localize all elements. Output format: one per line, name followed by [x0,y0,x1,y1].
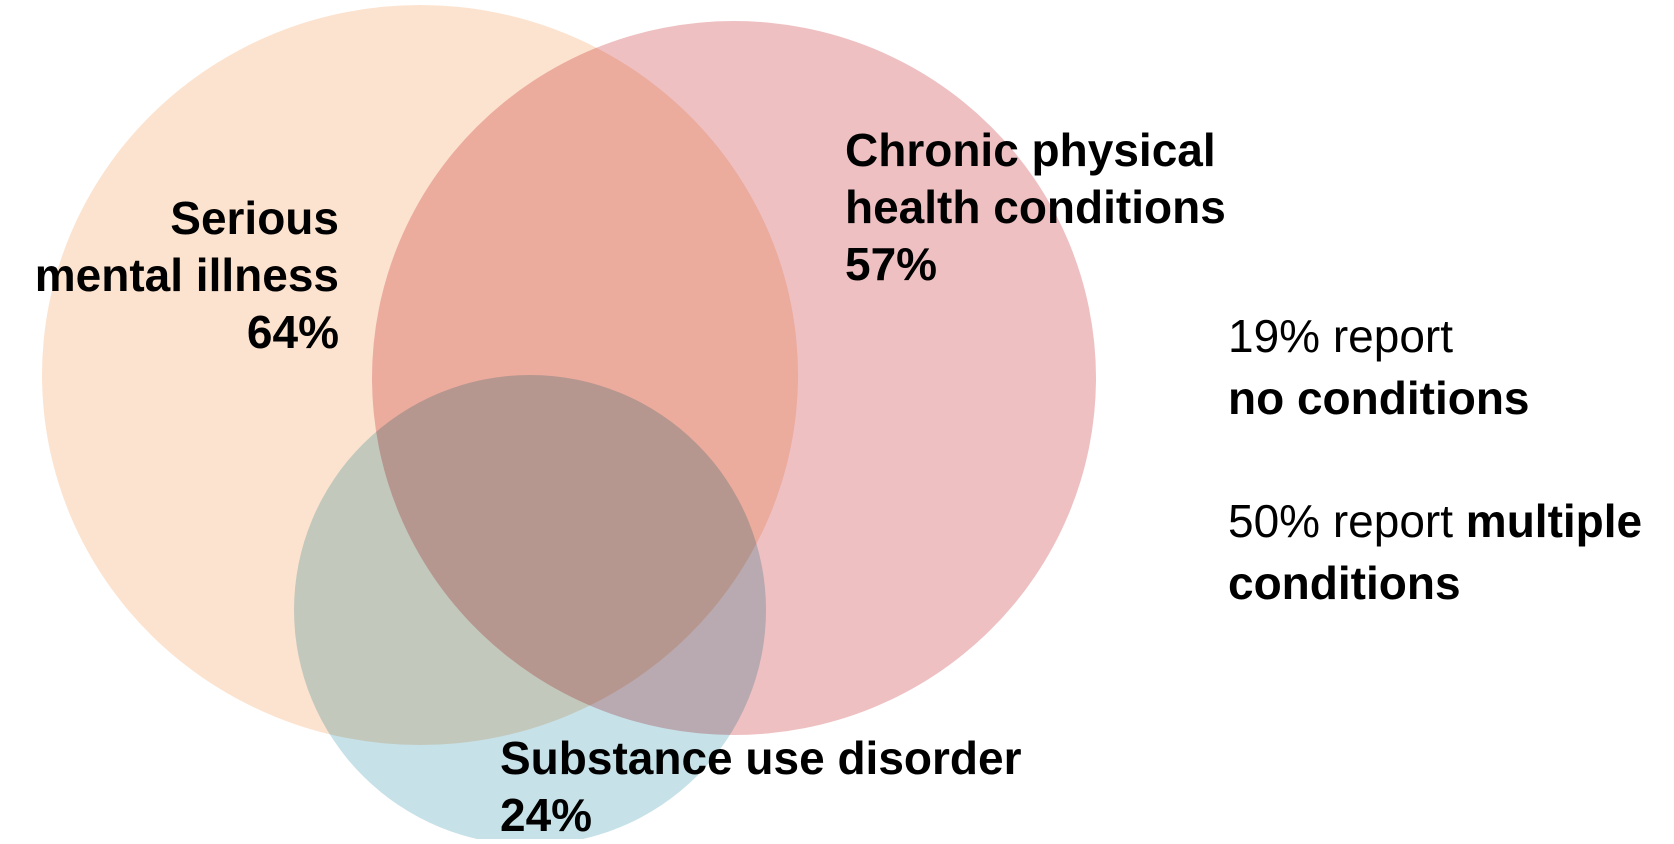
chronic-physical-health-label: Chronic physical health conditions 57% [845,122,1226,293]
chronic-physical-health-label-line2: health conditions [845,181,1226,233]
serious-mental-illness-label-line2: mental illness [34,249,339,301]
multiple-conditions-note-prefix: 50% report [1228,495,1466,547]
serious-mental-illness-label: Serious mental illness 64% [35,190,339,361]
substance-use-disorder-circle [294,375,766,839]
chronic-physical-health-label-line1: Chronic physical [845,124,1216,176]
serious-mental-illness-label-line1: Serious [170,192,339,244]
multiple-conditions-note: 50% report multiple conditions [1228,490,1642,614]
no-conditions-note-line1: 19% report [1228,310,1454,362]
chronic-physical-health-percent: 57% [845,238,938,290]
no-conditions-note: 19% report no conditions [1228,305,1530,429]
serious-mental-illness-percent: 64% [246,306,339,358]
multiple-conditions-note-emphasis: multiple [1465,495,1643,547]
substance-use-disorder-label-line1: Substance use disorder [500,732,1022,784]
substance-use-disorder-label: Substance use disorder 24% [500,730,1022,844]
no-conditions-note-line2: no conditions [1228,372,1530,424]
multiple-conditions-note-line1: 50% report multiple [1228,490,1642,552]
multiple-conditions-note-line2: conditions [1228,557,1461,609]
substance-use-disorder-percent: 24% [500,789,593,841]
